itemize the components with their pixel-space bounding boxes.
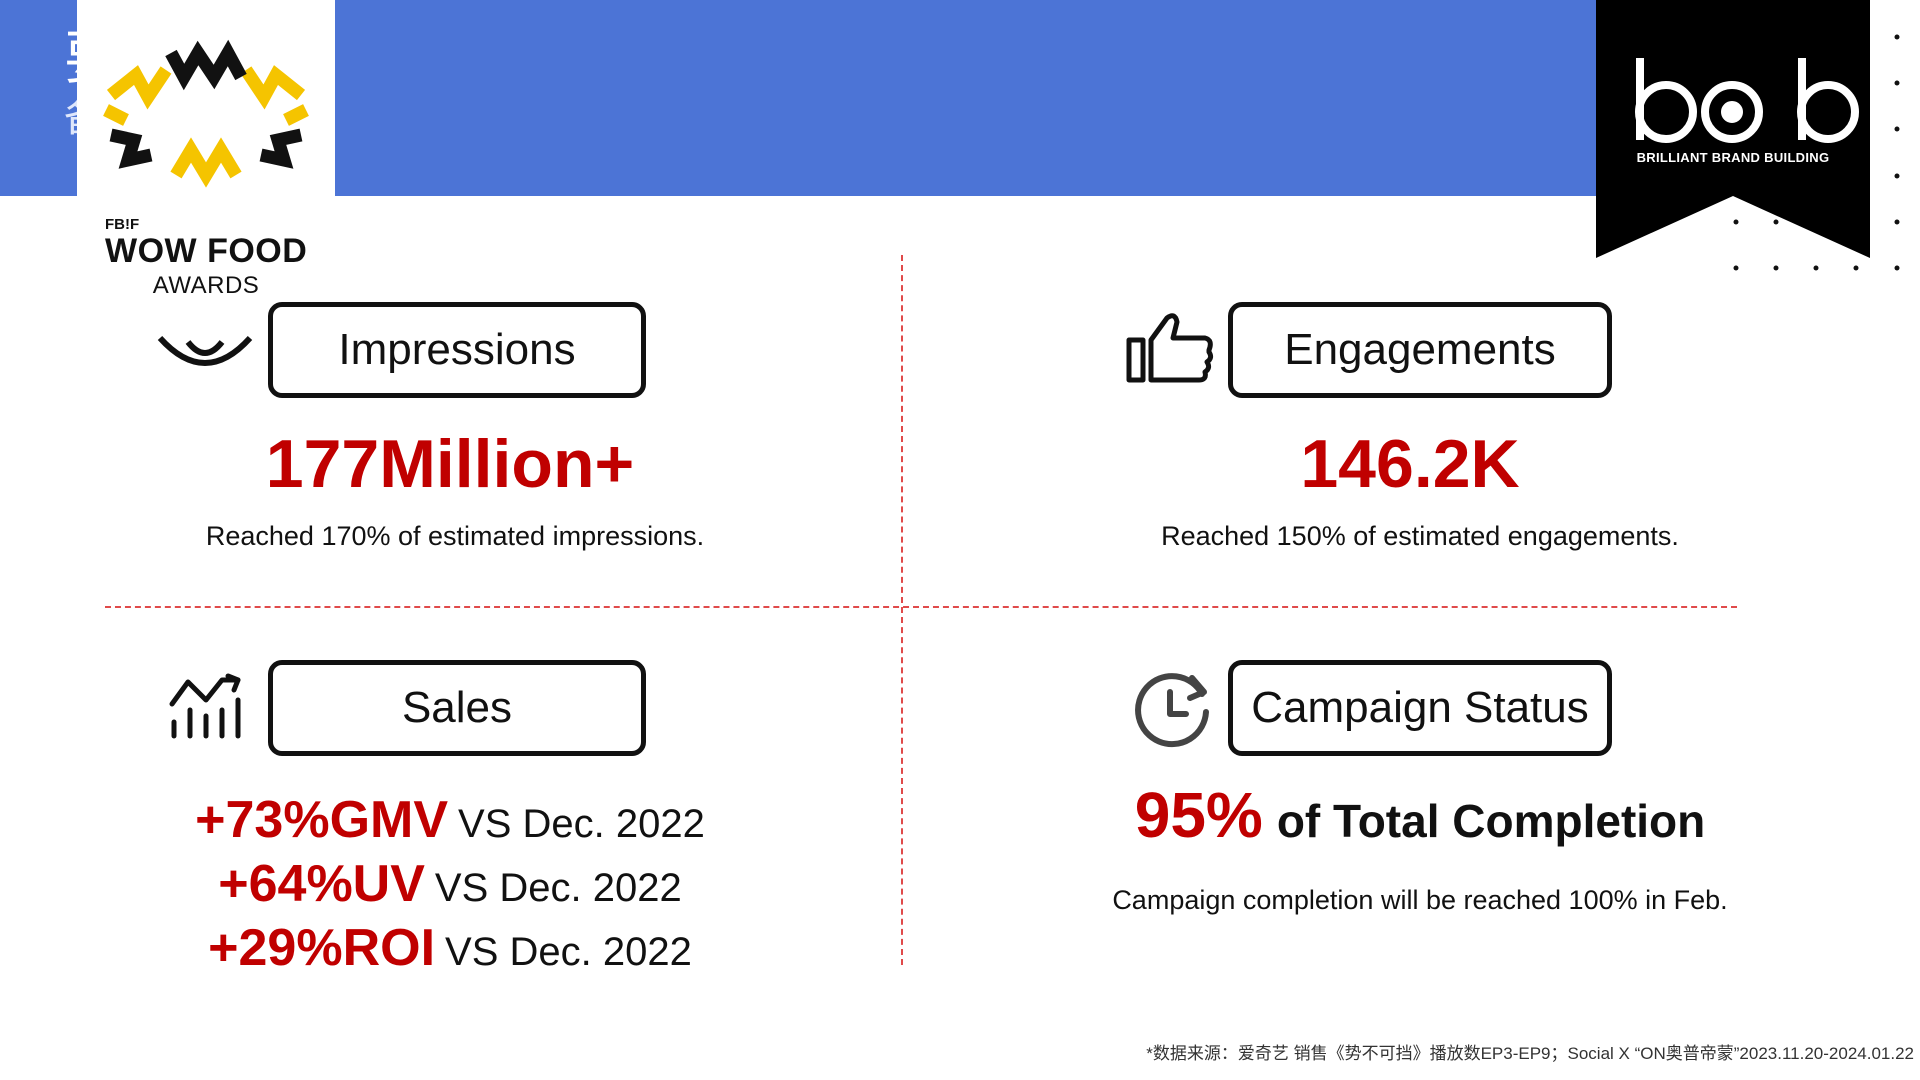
vertical-divider [901, 255, 903, 965]
logo-title: WOW FOOD [105, 232, 308, 270]
sales-row: +64%UV VS Dec. 2022 [150, 858, 750, 910]
starburst-logo-icon [103, 39, 309, 188]
growth-chart-icon [169, 673, 241, 739]
logo-subtitle: AWARDS [152, 272, 260, 299]
sales-uv-compare: VS Dec. 2022 [434, 866, 682, 910]
logo-tag: FB!F [105, 216, 140, 233]
campaign-value-text: of Total Completion [1276, 795, 1706, 847]
sales-roi-compare: VS Dec. 2022 [445, 930, 692, 974]
campaign-status-label: Campaign Status [1228, 660, 1612, 756]
sales-uv-value: +64%UV [218, 855, 425, 913]
campaign-completion: 95% of Total Completion [1060, 783, 1780, 847]
dot-pattern [1733, 34, 1900, 271]
data-source-footnote: *数据来源：爱奇艺 销售《势不可挡》播放数EP3-EP9；Social X “O… [1146, 1044, 1914, 1063]
sales-gmv-compare: VS Dec. 2022 [458, 802, 705, 846]
bbb-logo-icon [1635, 58, 1859, 143]
thumbs-up-icon [1126, 313, 1214, 383]
engagements-label: Engagements [1228, 302, 1612, 398]
impressions-value: 177Million+ [265, 426, 635, 502]
impressions-caption: Reached 170% of estimated impressions. [205, 521, 705, 551]
brand-name: BRILLIANT BRAND BUILDING [1636, 150, 1830, 165]
engagements-value: 146.2K [1300, 426, 1520, 502]
horizontal-divider [105, 606, 1737, 608]
brand-tag [1596, 0, 1870, 258]
sales-label: Sales [268, 660, 646, 756]
eye-icon [157, 335, 253, 366]
campaign-caption: Campaign completion will be reached 100%… [1112, 885, 1728, 915]
sales-gmv-value: +73%GMV [195, 791, 449, 849]
sales-row: +73%GMV VS Dec. 2022 [150, 794, 750, 846]
clock-refresh-icon [1135, 673, 1209, 748]
campaign-value: 95% [1134, 779, 1263, 851]
sales-roi-value: +29%ROI [208, 919, 436, 977]
engagements-caption: Reached 150% of estimated engagements. [1161, 521, 1679, 551]
impressions-label: Impressions [268, 302, 646, 398]
sales-row: +29%ROI VS Dec. 2022 [150, 922, 750, 974]
wow-food-awards-logo: FB!F WOW FOOD AWARDS [77, 0, 335, 306]
